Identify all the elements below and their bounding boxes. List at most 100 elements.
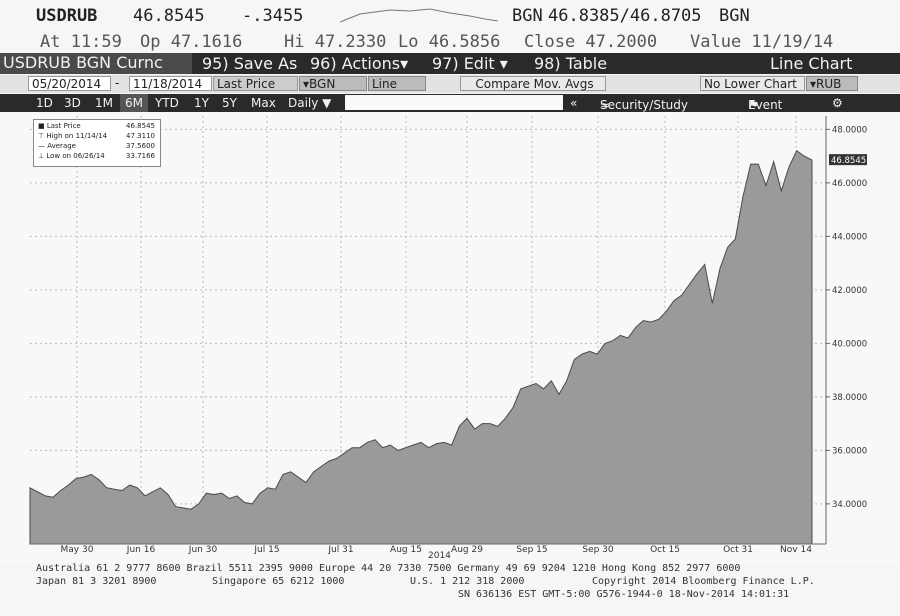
open-price: Op 47.1616 <box>140 32 243 52</box>
y-tick-label: 40.0000 <box>832 339 867 349</box>
range-6m[interactable]: 6M <box>120 94 148 112</box>
edit-menu[interactable]: 97) Edit ▾ <box>432 54 508 73</box>
legend-value: 47.3110 <box>126 132 155 140</box>
contact-japan: Japan 81 3 3201 8900 <box>36 576 157 587</box>
legend-value: 37.5600 <box>126 142 155 150</box>
currency-select[interactable]: ▾RUB <box>806 76 858 91</box>
currency-label: RUB <box>816 77 842 91</box>
security-field[interactable]: USDRUB BGN Curnc <box>0 53 192 74</box>
bid-ask: 46.8385/46.8705 <box>548 6 702 26</box>
quote-stats: At 11:59 Op 47.1616 Hi 47.2330 Lo 46.585… <box>0 30 900 52</box>
command-input[interactable] <box>345 95 563 110</box>
chart-type-label: Line Chart <box>770 54 853 73</box>
style-select[interactable]: Line <box>368 76 426 91</box>
source-label: BGN <box>309 77 336 91</box>
range-1d[interactable]: 1D <box>36 96 53 110</box>
source-select[interactable]: ▾BGN <box>299 76 367 91</box>
quote-header: USDRUB 46.8545 -.3455 BGN 46.8385/46.870… <box>0 0 900 30</box>
legend-value: 33.7166 <box>126 152 155 160</box>
lower-chart-select[interactable]: No Lower Chart <box>700 76 805 91</box>
start-date-input[interactable]: 05/20/2014 <box>28 76 111 91</box>
study-icon: ≈ <box>600 98 611 112</box>
chart-legend[interactable]: ■ Last Price 46.8545 ⊤ High on 11/14/14 47… <box>33 119 161 167</box>
x-tick-label: Aug 29 <box>451 545 483 555</box>
range-5y[interactable]: 5Y <box>222 96 237 110</box>
low-price: Lo 46.5856 <box>398 32 501 52</box>
range-max[interactable]: Max <box>251 96 276 110</box>
x-tick-label: Aug 15 <box>390 545 422 555</box>
x-axis-year: 2014 <box>428 551 451 561</box>
range-3d[interactable]: 3D <box>64 96 81 110</box>
y-tick-label: 38.0000 <box>832 393 867 403</box>
x-tick-label: Jun 30 <box>188 545 218 555</box>
x-tick-label: Oct 15 <box>650 545 680 555</box>
x-tick-label: Nov 14 <box>780 545 812 555</box>
close-price: Close 47.2000 <box>524 32 658 52</box>
legend-label: Low on 06/26/14 <box>46 152 105 160</box>
event-icon: ⚑ <box>748 98 759 112</box>
net-change: -.3455 <box>242 6 304 26</box>
footer-line-1: Australia 61 2 9777 8600 Brazil 5511 239… <box>0 563 900 577</box>
range-ytd[interactable]: YTD <box>155 96 179 110</box>
period-select[interactable]: Daily ▼ <box>288 96 332 110</box>
quote-time: At 11:59 <box>40 32 122 52</box>
high-price: Hi 47.2330 <box>284 32 387 52</box>
range-bar: 1D 3D 1M 6M YTD 1Y 5Y Max Daily ▼ « ≈ Se… <box>0 94 900 112</box>
x-tick-label: Sep 15 <box>516 545 547 555</box>
y-tick-label: 48.0000 <box>832 125 867 135</box>
chart-controls: 05/20/2014 - 11/18/2014 Last Price ▾BGN … <box>0 75 900 93</box>
save-as-button[interactable]: 95) Save As <box>202 54 298 73</box>
contact-us: U.S. 1 212 318 2000 <box>410 576 525 587</box>
price-area <box>29 150 813 545</box>
contact-numbers: Australia 61 2 9777 8600 Brazil 5511 239… <box>36 563 741 574</box>
last-price-label: 46.8545 <box>831 156 866 166</box>
last-price-tag: 46.8545 <box>829 154 867 166</box>
x-tick-label: Jul 31 <box>327 545 353 555</box>
event-label: Event <box>748 98 783 112</box>
legend-row-high: ⊤ High on 11/14/14 47.3110 <box>38 132 155 140</box>
y-axis: 48.0000 46.0000 44.0000 42.0000 40.0000 38.00… <box>826 125 867 510</box>
x-tick-label: Sep 30 <box>582 545 614 555</box>
x-tick-label: Jun 16 <box>126 545 156 555</box>
contact-singapore: Singapore 65 6212 1000 <box>212 576 345 587</box>
security-study-label: Security/Study <box>600 98 688 112</box>
collapse-button[interactable]: « <box>570 96 578 110</box>
y-tick-label: 34.0000 <box>832 500 867 510</box>
last-price: 46.8545 <box>133 6 205 26</box>
session-info: SN 636136 EST GMT-5:00 G576-1944-0 18-No… <box>458 589 790 600</box>
legend-row-last: ■ Last Price 46.8545 <box>38 122 155 130</box>
price-source: BGN <box>512 6 543 26</box>
legend-label: Last Price <box>46 122 81 130</box>
footer-line-3: SN 636136 EST GMT-5:00 G576-1944-0 18-No… <box>0 589 900 603</box>
legend-label: Average <box>47 142 76 150</box>
range-1m[interactable]: 1M <box>95 96 113 110</box>
table-button[interactable]: 98) Table <box>534 54 608 73</box>
x-axis: May 30 Jun 16 Jun 30 Jul 15 Jul 31 Aug 15 Aug … <box>61 545 813 555</box>
range-1y[interactable]: 1Y <box>194 96 209 110</box>
price-source-2: BGN <box>719 6 750 26</box>
value-date: Value 11/19/14 <box>690 32 834 52</box>
y-tick-label: 44.0000 <box>832 232 867 242</box>
price-chart[interactable]: 48.0000 46.0000 44.0000 42.0000 40.0000 38.00… <box>0 112 900 564</box>
legend-row-average: — Average 37.5600 <box>38 142 155 150</box>
actions-menu[interactable]: 96) Actions▾ <box>310 54 409 73</box>
compare-mov-avgs-button[interactable]: Compare Mov. Avgs <box>460 76 606 91</box>
x-tick-label: May 30 <box>61 545 94 555</box>
footer-line-2: Japan 81 3 3201 8900 Singapore 65 6212 1… <box>0 576 900 590</box>
x-tick-label: Oct 31 <box>723 545 753 555</box>
settings-icon[interactable]: ⚙ <box>832 96 843 110</box>
sparkline-icon <box>340 8 499 23</box>
y-tick-label: 36.0000 <box>832 446 867 456</box>
legend-row-low: ⊥ Low on 06/26/14 33.7166 <box>38 152 155 160</box>
end-date-input[interactable]: 11/18/2014 <box>129 76 212 91</box>
x-tick-label: Jul 15 <box>253 545 279 555</box>
legend-label: High on 11/14/14 <box>46 132 108 140</box>
ticker: USDRUB <box>36 6 98 26</box>
field-select[interactable]: Last Price <box>213 76 298 91</box>
main-toolbar: USDRUB BGN Curnc 95) Save As 96) Actions… <box>0 53 900 74</box>
date-separator: - <box>115 76 120 90</box>
legend-value: 46.8545 <box>126 122 155 130</box>
copyright: Copyright 2014 Bloomberg Finance L.P. <box>592 576 815 587</box>
y-tick-label: 42.0000 <box>832 286 867 296</box>
y-tick-label: 46.0000 <box>832 179 867 189</box>
